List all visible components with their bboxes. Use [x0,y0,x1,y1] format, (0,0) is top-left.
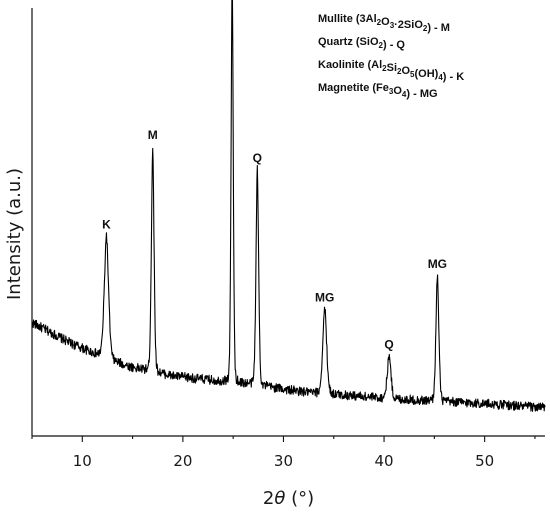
legend: Mullite (3Al2O3·2SiO2) - M Quartz (SiO2) … [318,13,464,100]
legend-entry: Kaolinite (Al2Si2O5(OH)4) - K [318,59,464,83]
legend-entry: Quartz (SiO2) - Q [318,36,405,51]
y-axis-title: Intensity (a.u.) [4,168,25,300]
peak-label: Q [253,151,262,165]
xrd-pattern-line [31,0,546,412]
x-tick-label: 20 [173,452,192,470]
peak-labels: KMMQMGQMG [102,128,447,352]
x-tick-label: 50 [475,452,494,470]
x-ticks: 10 20 30 40 50 [31,436,536,470]
x-axis-title: 2θ (°) [263,488,314,509]
peak-label: MG [315,290,334,304]
x-tick-label: 30 [274,452,293,470]
peak-label: M [148,128,158,142]
peak-label: MG [428,257,447,271]
peak-label: K [102,217,111,231]
x-tick-label: 40 [375,452,394,470]
x-tick-label: 10 [73,452,92,470]
legend-entry: Mullite (3Al2O3·2SiO2) - M [318,13,450,34]
legend-entry: Magnetite (Fe3O4) - MG [318,82,438,100]
peak-label: Q [384,338,393,352]
